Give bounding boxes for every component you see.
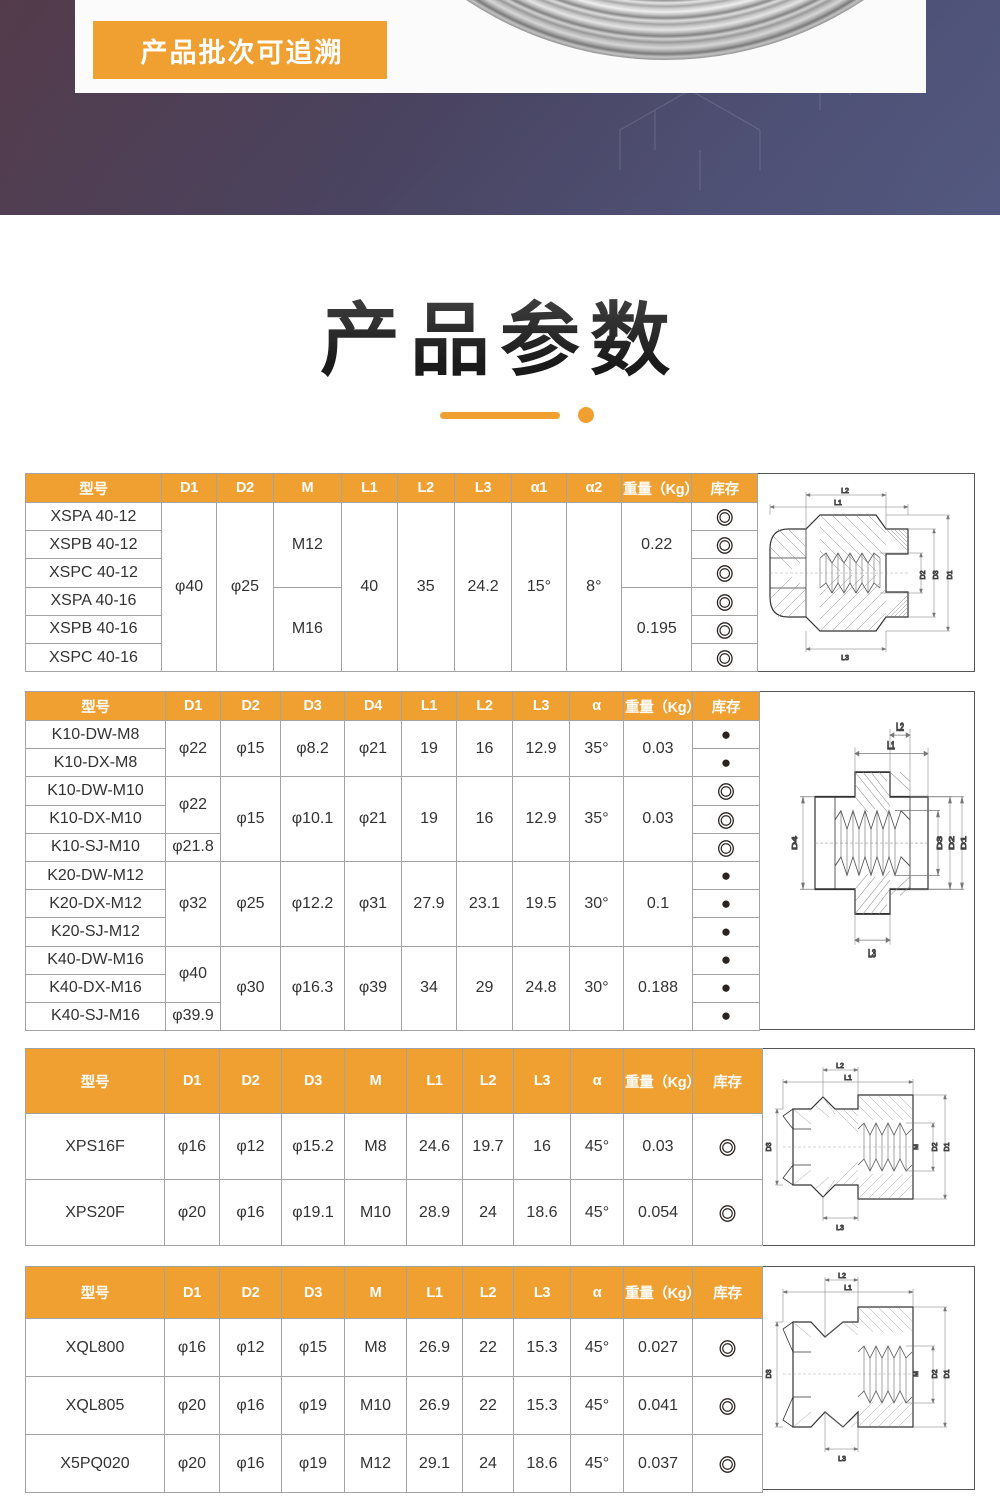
svg-text:D3: D3 — [933, 570, 940, 579]
svg-text:D1: D1 — [944, 1369, 951, 1378]
svg-text:L3: L3 — [838, 1456, 846, 1463]
svg-text:D2: D2 — [920, 570, 927, 579]
svg-text:D1: D1 — [947, 570, 954, 579]
svg-text:M: M — [913, 1371, 920, 1377]
svg-text:D3: D3 — [766, 1142, 773, 1151]
svg-text:D3: D3 — [766, 1369, 773, 1378]
svg-text:L3: L3 — [841, 655, 849, 662]
svg-text:L1: L1 — [887, 740, 895, 752]
svg-text:M: M — [913, 1144, 920, 1150]
svg-text:L1: L1 — [844, 1285, 852, 1292]
svg-text:D3: D3 — [936, 836, 944, 850]
svg-text:L2: L2 — [841, 488, 849, 495]
svg-text:L2: L2 — [838, 1273, 846, 1280]
svg-text:L1: L1 — [844, 1075, 852, 1082]
svg-text:D1: D1 — [960, 836, 968, 850]
svg-text:L1: L1 — [834, 500, 842, 507]
svg-text:D1: D1 — [944, 1142, 951, 1151]
svg-text:L2: L2 — [896, 721, 904, 733]
svg-text:L3: L3 — [868, 948, 876, 960]
svg-text:L3: L3 — [836, 1225, 844, 1232]
svg-text:D4: D4 — [791, 836, 799, 850]
svg-text:L2: L2 — [836, 1063, 844, 1070]
svg-text:D2: D2 — [932, 1369, 939, 1378]
svg-text:D2: D2 — [932, 1142, 939, 1151]
svg-text:D2: D2 — [948, 836, 956, 850]
